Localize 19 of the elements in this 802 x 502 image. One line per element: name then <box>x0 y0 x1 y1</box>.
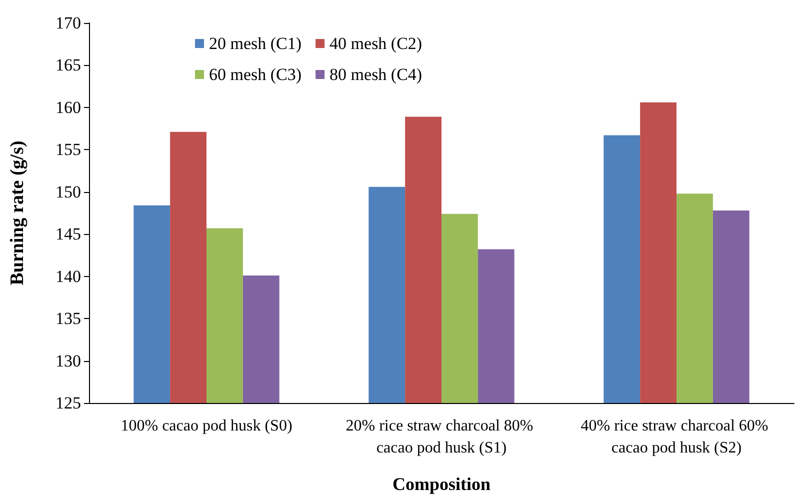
y-tick-label: 155 <box>56 140 81 160</box>
y-tick-label: 145 <box>56 224 81 244</box>
x-axis-title: Composition <box>392 474 491 494</box>
legend-label: 40 mesh (C2) <box>330 34 422 53</box>
x-tick-label: 100% cacao pod husk (S0) <box>120 418 292 434</box>
y-tick-label: 125 <box>56 394 81 412</box>
y-tick-label: 160 <box>56 98 81 117</box>
legend-label: 60 mesh (C3) <box>209 65 302 84</box>
legend-label: 20 mesh (C1) <box>209 34 302 53</box>
y-tick-label: 130 <box>56 351 81 370</box>
y-tick-label: 150 <box>56 182 81 202</box>
x-tick-label: 20% rice straw charcoal 80% cacao pod husk (S1) <box>346 418 538 456</box>
y-tick-label: 140 <box>56 266 81 286</box>
y-tick-label: 170 <box>56 14 81 32</box>
x-tick-label: 40% rice straw charcoal 60% cacao pod husk (S2) <box>580 418 772 456</box>
y-axis-title: Burning rate (g/s) <box>7 140 28 286</box>
legend-label: 80 mesh (C4) <box>330 65 422 84</box>
y-tick-label: 135 <box>56 309 81 328</box>
y-tick-label: 165 <box>56 56 81 75</box>
